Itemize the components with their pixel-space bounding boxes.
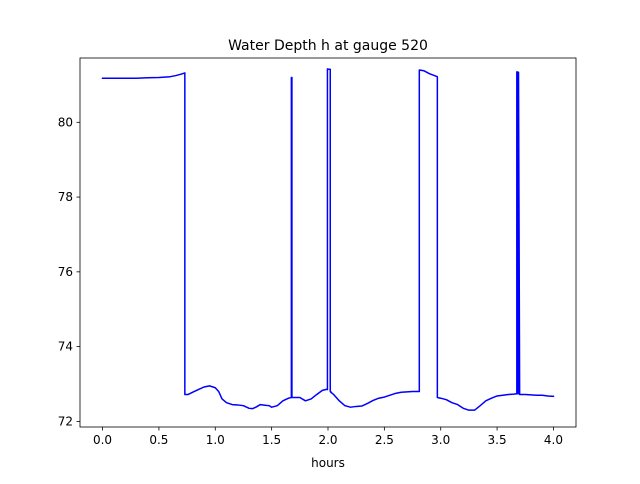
y-tick-label: 76 [58, 265, 73, 279]
y-tick-label: 78 [58, 190, 73, 204]
x-tick-label: 2.0 [318, 433, 337, 447]
y-tick-label: 74 [58, 340, 73, 354]
y-tick-label: 80 [58, 115, 73, 129]
x-tick-label: 1.0 [206, 433, 225, 447]
x-tick-label: 0.5 [149, 433, 168, 447]
y-axis: 72 74 76 78 80 [58, 115, 80, 428]
x-axis: 0.0 0.5 1.0 1.5 2.0 2.5 3.0 3.5 4.0 [93, 427, 563, 447]
x-tick-label: 1.5 [262, 433, 281, 447]
x-tick-label: 2.5 [375, 433, 394, 447]
x-axis-label: hours [311, 456, 345, 470]
x-tick-label: 0.0 [93, 433, 112, 447]
y-tick-label: 72 [58, 414, 73, 428]
x-tick-label: 4.0 [544, 433, 563, 447]
series-line [101, 68, 555, 411]
chart-title: Water Depth h at gauge 520 [228, 38, 428, 54]
x-tick-label: 3.0 [431, 433, 450, 447]
x-tick-label: 3.5 [488, 433, 507, 447]
